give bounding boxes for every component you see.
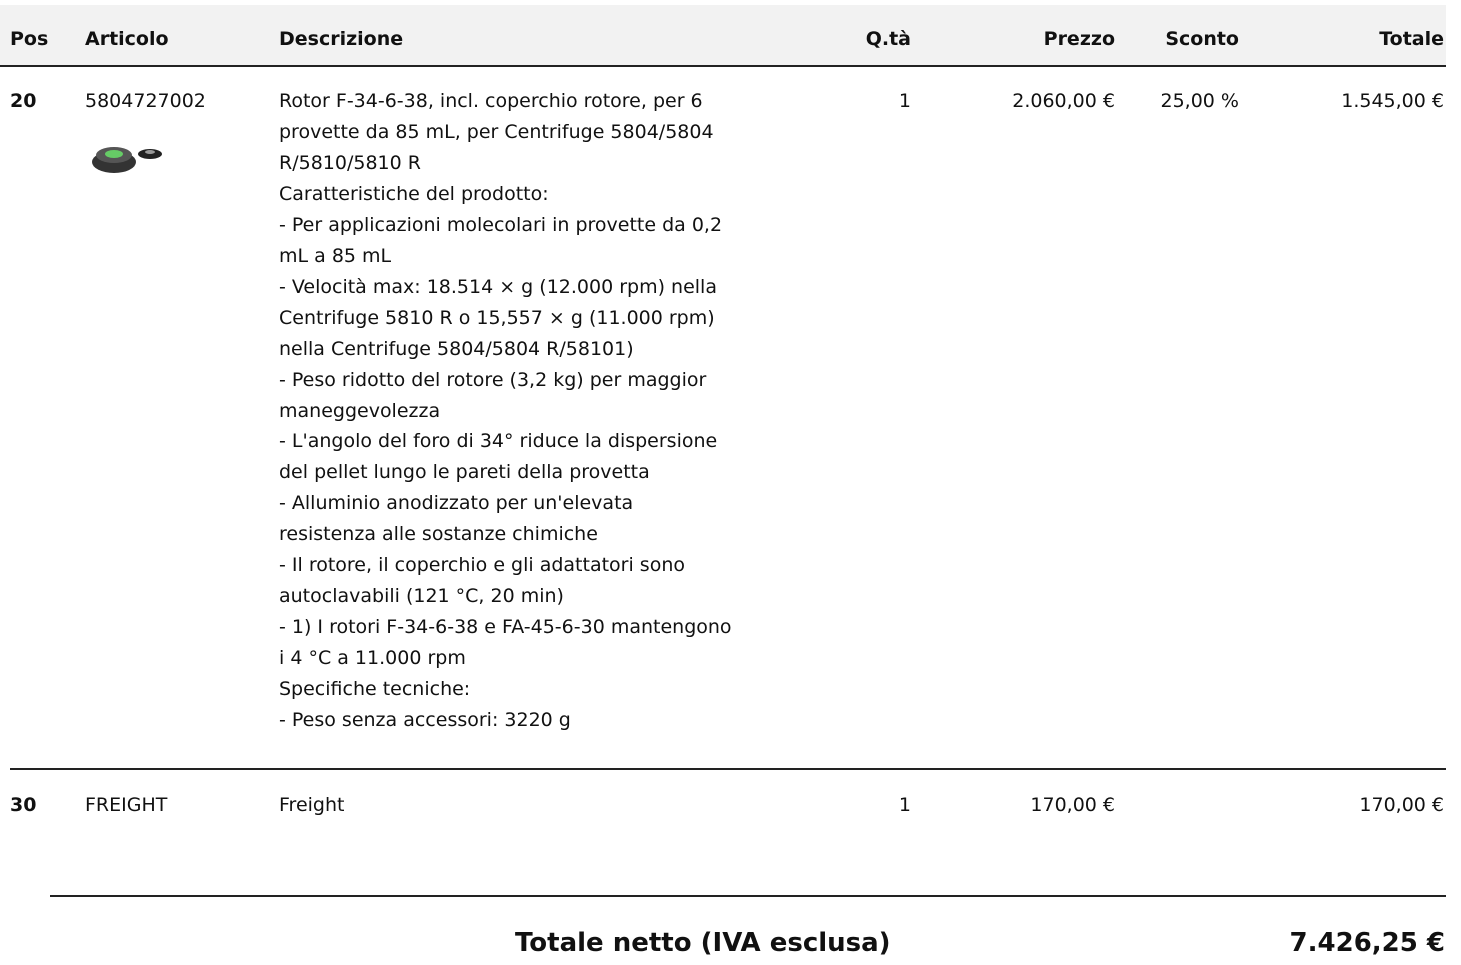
footer-label: Totale netto (IVA esclusa) bbox=[515, 928, 891, 958]
description-line: Centrifuge 5810 R o 15,557 × g (11.000 r… bbox=[279, 306, 715, 329]
cell-pos: 20 bbox=[10, 90, 37, 112]
description-line: - L'angolo del foro di 34° riduce la dis… bbox=[279, 430, 718, 453]
table-header bbox=[0, 5, 1446, 67]
column-header: Totale bbox=[1379, 28, 1444, 50]
cell-discount: 25,00 % bbox=[1160, 90, 1240, 112]
cell-article: FREIGHT bbox=[85, 794, 168, 816]
cell-total: 1.545,00 € bbox=[1341, 90, 1444, 112]
cell-article: 5804727002 bbox=[85, 90, 206, 112]
description-line: - Alluminio anodizzato per un'elevata bbox=[279, 492, 634, 515]
column-header: Articolo bbox=[85, 28, 169, 50]
description-line: autoclavabili (121 °C, 20 min) bbox=[279, 585, 564, 608]
row-divider bbox=[10, 768, 1446, 770]
description-line: del pellet lungo le pareti della provett… bbox=[279, 461, 650, 484]
column-header: Pos bbox=[10, 28, 49, 50]
cell-qty: 1 bbox=[898, 90, 911, 112]
description-line: Rotor F-34-6-38, incl. coperchio rotore,… bbox=[279, 90, 703, 112]
description-line: - Peso senza accessori: 3220 g bbox=[279, 709, 571, 731]
description-line: provette da 85 mL, per Centrifuge 5804/5… bbox=[279, 120, 714, 143]
column-header: Prezzo bbox=[1043, 28, 1115, 50]
description-line: mL a 85 mL bbox=[279, 244, 392, 267]
column-header: Descrizione bbox=[279, 28, 404, 50]
description-line: maneggevolezza bbox=[279, 399, 441, 422]
description-line: - Peso ridotto del rotore (3,2 kg) per m… bbox=[279, 368, 707, 391]
description-line: - Velocità max: 18.514 × g (12.000 rpm) … bbox=[279, 275, 717, 298]
description-line: - 1) I rotori F-34-6-38 e FA-45-6-30 man… bbox=[279, 616, 732, 639]
description-line: R/5810/5810 R bbox=[279, 151, 421, 174]
description-line: Caratteristiche del prodotto: bbox=[279, 182, 549, 205]
column-header: Q.tà bbox=[865, 28, 911, 50]
description-line: resistenza alle sostanze chimiche bbox=[279, 523, 598, 546]
description-line: Specifiche tecniche: bbox=[279, 678, 471, 701]
description-line: i 4 °C a 11.000 rpm bbox=[279, 647, 466, 670]
product-image bbox=[92, 147, 162, 173]
cell-price: 170,00 € bbox=[1030, 794, 1115, 816]
cell-pos: 30 bbox=[10, 794, 37, 816]
cell-qty: 1 bbox=[898, 794, 911, 816]
column-header: Sconto bbox=[1165, 28, 1239, 50]
cell-total: 170,00 € bbox=[1359, 794, 1444, 816]
description-line: Freight bbox=[279, 794, 345, 816]
footer-value: 7.426,25 € bbox=[1289, 928, 1445, 958]
description-line: - Il rotore, il coperchio e gli adattato… bbox=[279, 554, 685, 577]
cell-price: 2.060,00 € bbox=[1012, 90, 1115, 112]
description-line: - Per applicazioni molecolari in provett… bbox=[279, 213, 723, 236]
footer-divider bbox=[50, 895, 1446, 897]
description-line: nella Centrifuge 5804/5804 R/58101) bbox=[279, 337, 634, 360]
